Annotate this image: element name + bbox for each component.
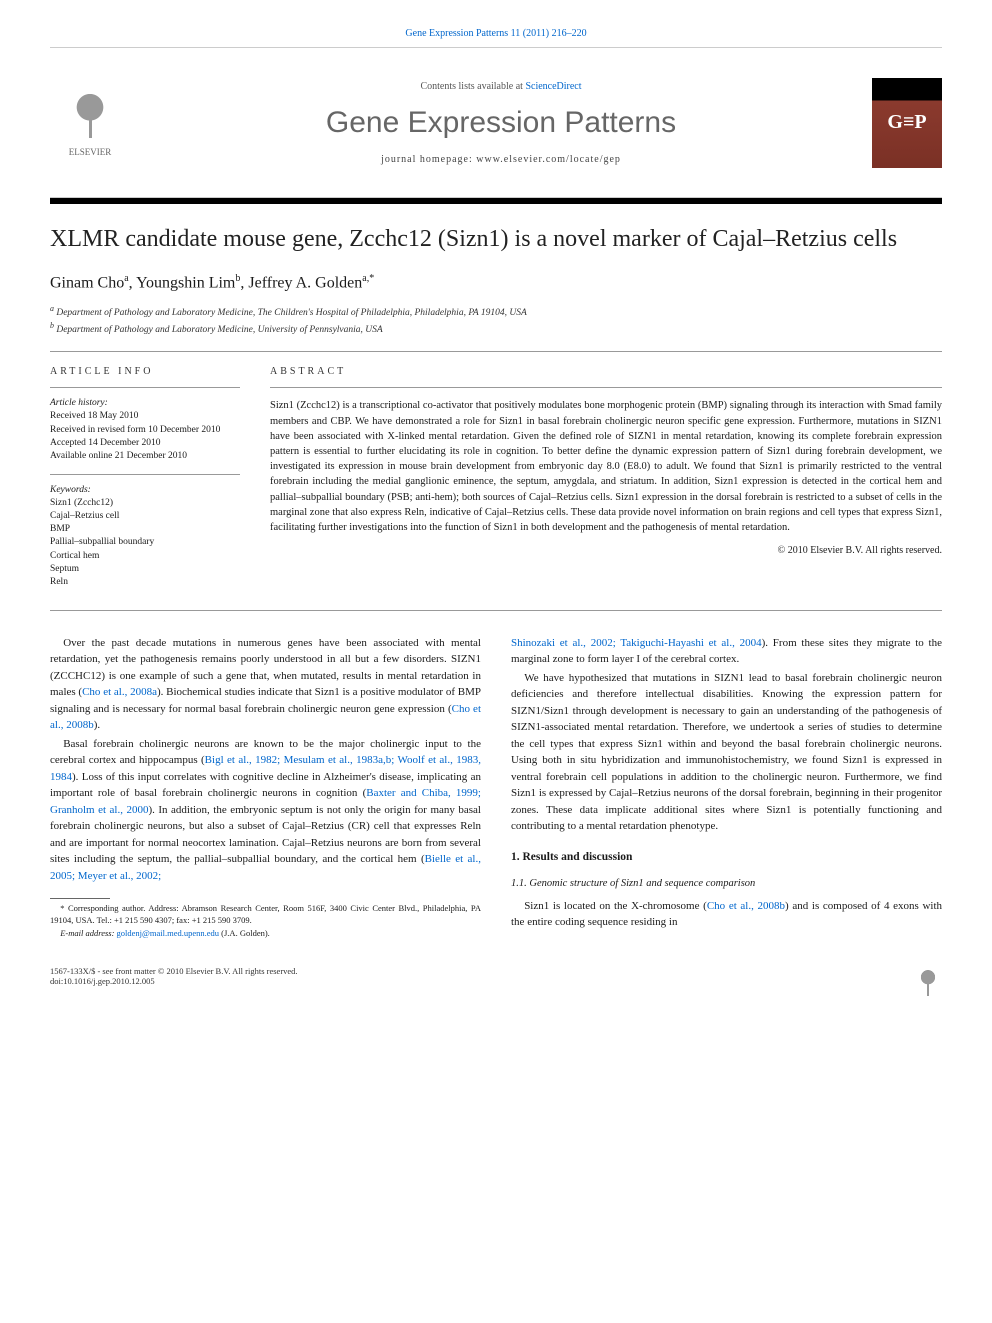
rule: [50, 351, 942, 352]
affiliation-b: b Department of Pathology and Laboratory…: [50, 320, 942, 337]
elsevier-logo: ELSEVIER: [50, 88, 130, 157]
info-abstract-row: ARTICLE INFO Article history: Received 1…: [50, 366, 942, 589]
article-info: ARTICLE INFO Article history: Received 1…: [50, 366, 240, 589]
footnotes: * Corresponding author. Address: Abramso…: [50, 903, 481, 939]
rule: [50, 610, 942, 611]
citation-text: Gene Expression Patterns 11 (2011) 216–2…: [405, 28, 586, 39]
abstract-label: ABSTRACT: [270, 366, 942, 377]
history-item: Available online 21 December 2010: [50, 450, 240, 463]
elsevier-tree-icon: [65, 88, 115, 143]
citation-link[interactable]: Shinozaki et al., 2002; Takiguchi-Hayash…: [511, 637, 762, 649]
citation-link[interactable]: Cho et al., 2008a: [82, 686, 157, 698]
bottom-bar: 1567-133X/$ - see front matter © 2010 El…: [50, 960, 942, 998]
email-line: E-mail address: goldenj@mail.med.upenn.e…: [50, 928, 481, 939]
authors: Ginam Choa, Youngshin Limb, Jeffrey A. G…: [50, 273, 942, 292]
footnote-rule: [50, 898, 110, 899]
keywords-label: Keywords:: [50, 485, 240, 495]
subsection-heading: 1.1. Genomic structure of Sizn1 and sequ…: [511, 876, 942, 892]
body-paragraph: We have hypothesized that mutations in S…: [511, 670, 942, 835]
body-paragraph: Shinozaki et al., 2002; Takiguchi-Hayash…: [511, 635, 942, 668]
rule: [50, 474, 240, 475]
keyword: Cortical hem: [50, 550, 240, 563]
corresponding-author: * Corresponding author. Address: Abramso…: [50, 903, 481, 926]
article-info-label: ARTICLE INFO: [50, 366, 240, 377]
body-columns: Over the past decade mutations in numero…: [50, 635, 942, 940]
section-heading: 1. Results and discussion: [511, 849, 942, 866]
affiliations: a Department of Pathology and Laboratory…: [50, 303, 942, 338]
journal-homepage: journal homepage: www.elsevier.com/locat…: [130, 154, 872, 165]
journal-cover-thumb: G≡P: [872, 78, 942, 168]
separator-bar: [50, 198, 942, 204]
elsevier-small-icon: [914, 966, 942, 998]
journal-header: ELSEVIER Contents lists available at Sci…: [50, 48, 942, 198]
history-item: Accepted 14 December 2010: [50, 437, 240, 450]
keyword: Septum: [50, 563, 240, 576]
keyword: Reln: [50, 576, 240, 589]
history-item: Received 18 May 2010: [50, 410, 240, 423]
history-item: Received in revised form 10 December 201…: [50, 424, 240, 437]
journal-title: Gene Expression Patterns: [130, 106, 872, 140]
contents-line: Contents lists available at ScienceDirec…: [130, 81, 872, 92]
sciencedirect-link[interactable]: ScienceDirect: [525, 81, 581, 92]
citation-link[interactable]: Cho et al., 2008b: [707, 900, 785, 912]
journal-center: Contents lists available at ScienceDirec…: [130, 81, 872, 165]
body-paragraph: Basal forebrain cholinergic neurons are …: [50, 736, 481, 885]
rule: [270, 387, 942, 388]
keyword: Cajal–Retzius cell: [50, 510, 240, 523]
copyright: © 2010 Elsevier B.V. All rights reserved…: [270, 545, 942, 556]
keywords-list: Sizn1 (Zcchc12) Cajal–Retzius cell BMP P…: [50, 497, 240, 590]
publisher-name: ELSEVIER: [69, 147, 112, 157]
article-title: XLMR candidate mouse gene, Zcchc12 (Sizn…: [50, 224, 942, 255]
front-matter: 1567-133X/$ - see front matter © 2010 El…: [50, 966, 298, 998]
email-link[interactable]: goldenj@mail.med.upenn.edu: [117, 928, 220, 938]
keyword: BMP: [50, 523, 240, 536]
body-paragraph: Sizn1 is located on the X-chromosome (Ch…: [511, 898, 942, 931]
abstract-text: Sizn1 (Zcchc12) is a transcriptional co-…: [270, 398, 942, 535]
body-paragraph: Over the past decade mutations in numero…: [50, 635, 481, 734]
rule: [50, 387, 240, 388]
affiliation-a: a Department of Pathology and Laboratory…: [50, 303, 942, 320]
history-label: Article history:: [50, 398, 240, 408]
keyword: Pallial–subpallial boundary: [50, 536, 240, 549]
keyword: Sizn1 (Zcchc12): [50, 497, 240, 510]
citation-band: Gene Expression Patterns 11 (2011) 216–2…: [50, 20, 942, 48]
abstract-col: ABSTRACT Sizn1 (Zcchc12) is a transcript…: [270, 366, 942, 589]
history-list: Received 18 May 2010 Received in revised…: [50, 410, 240, 463]
